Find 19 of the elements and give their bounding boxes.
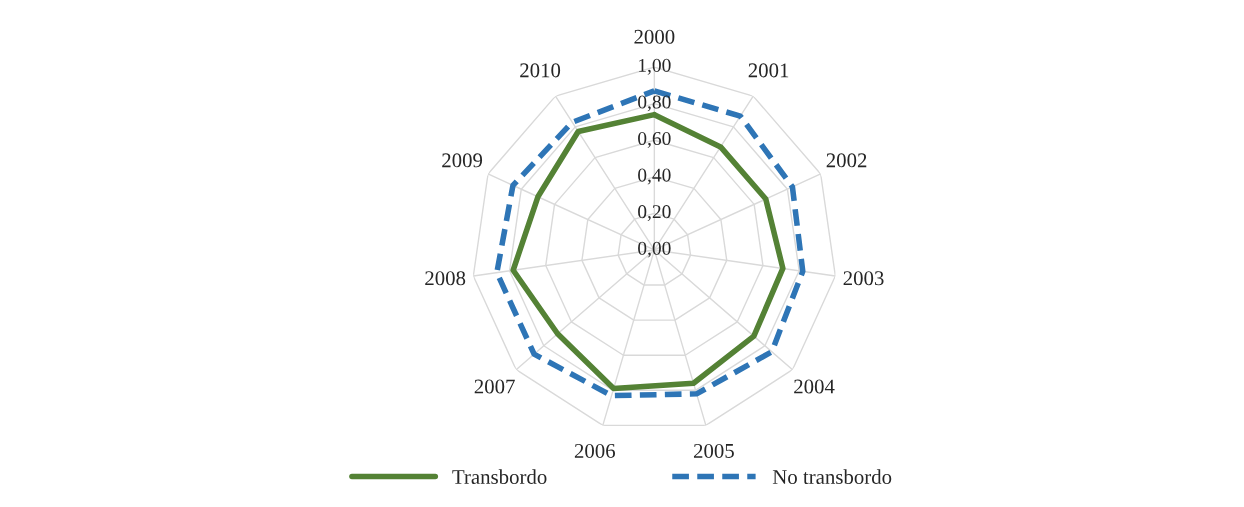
y-tick-label: 0,80 [638,95,671,112]
spoke-label: 2007 [474,379,515,394]
spoke-label: 2006 [574,443,616,458]
legend-label: Transbordo [452,469,547,485]
spoke-label: 2001 [748,63,789,78]
y-tick-label: 0,20 [638,205,671,222]
spoke-label: 2009 [442,153,483,168]
spoke-label: 2010 [520,63,561,78]
spoke-label: 2005 [693,443,734,458]
y-tick-label: 1,00 [639,58,671,75]
spoke-label: 2002 [826,153,867,168]
legend-label: No transbordo [772,469,892,485]
spoke-label: 2000 [634,29,675,44]
spoke-label: 2008 [425,271,466,286]
y-tick-label: 0,60 [638,131,671,148]
y-tick-label: 0,00 [638,241,671,258]
spoke-label: 2004 [794,379,835,394]
y-tick-label: 0,40 [638,168,671,185]
spoke-label: 2003 [843,271,884,286]
